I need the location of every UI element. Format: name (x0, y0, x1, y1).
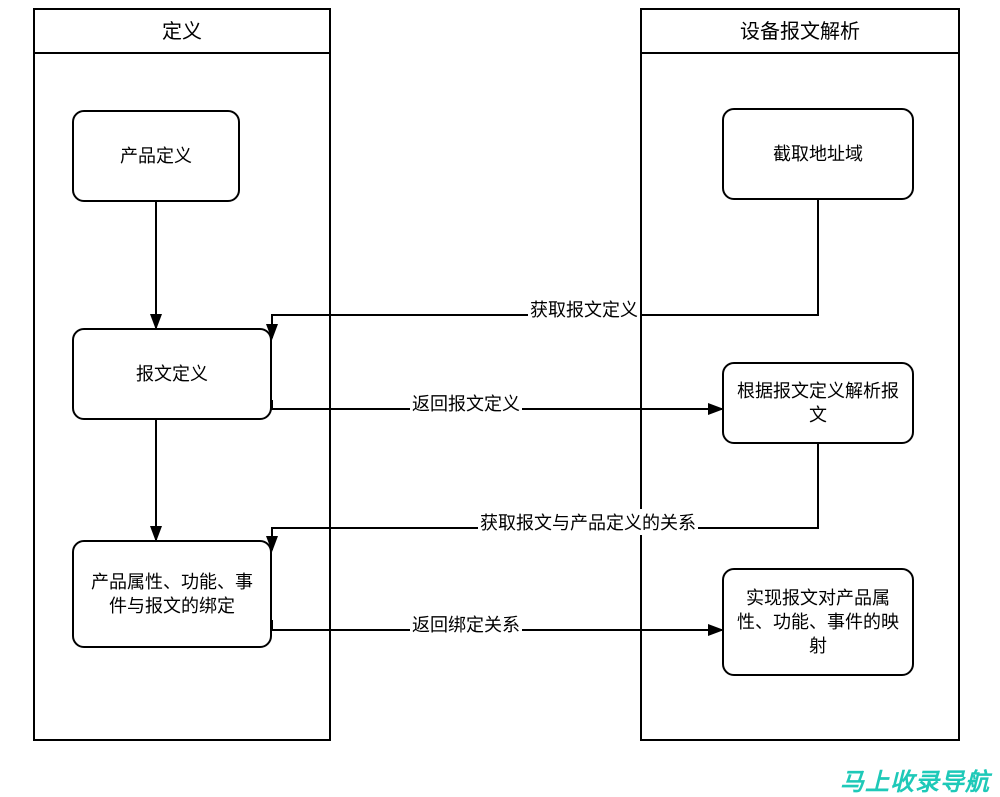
edge-label-3: 返回报文定义 (410, 390, 522, 416)
container-title: 设备报文解析 (642, 10, 958, 54)
node-n2: 报文定义 (72, 328, 272, 420)
node-n1: 产品定义 (72, 110, 240, 202)
edge-label-5: 返回绑定关系 (410, 611, 522, 637)
watermark: 马上收录导航 (840, 762, 990, 797)
edge-label-4: 获取报文与产品定义的关系 (478, 509, 698, 535)
edge-label-2: 获取报文定义 (528, 296, 640, 322)
container-title: 定义 (35, 10, 329, 54)
diagram-canvas: 定义 设备报文解析产品定义报文定义产品属性、功能、事件与报文的绑定 截取地址域根据报… (0, 0, 1000, 793)
node-n4: 截取地址域 (722, 108, 914, 200)
node-n3: 产品属性、功能、事件与报文的绑定 (72, 540, 272, 648)
node-n6: 实现报文对产品属性、功能、事件的映射 (722, 568, 914, 676)
node-n5: 根据报文定义解析报文 (722, 362, 914, 444)
